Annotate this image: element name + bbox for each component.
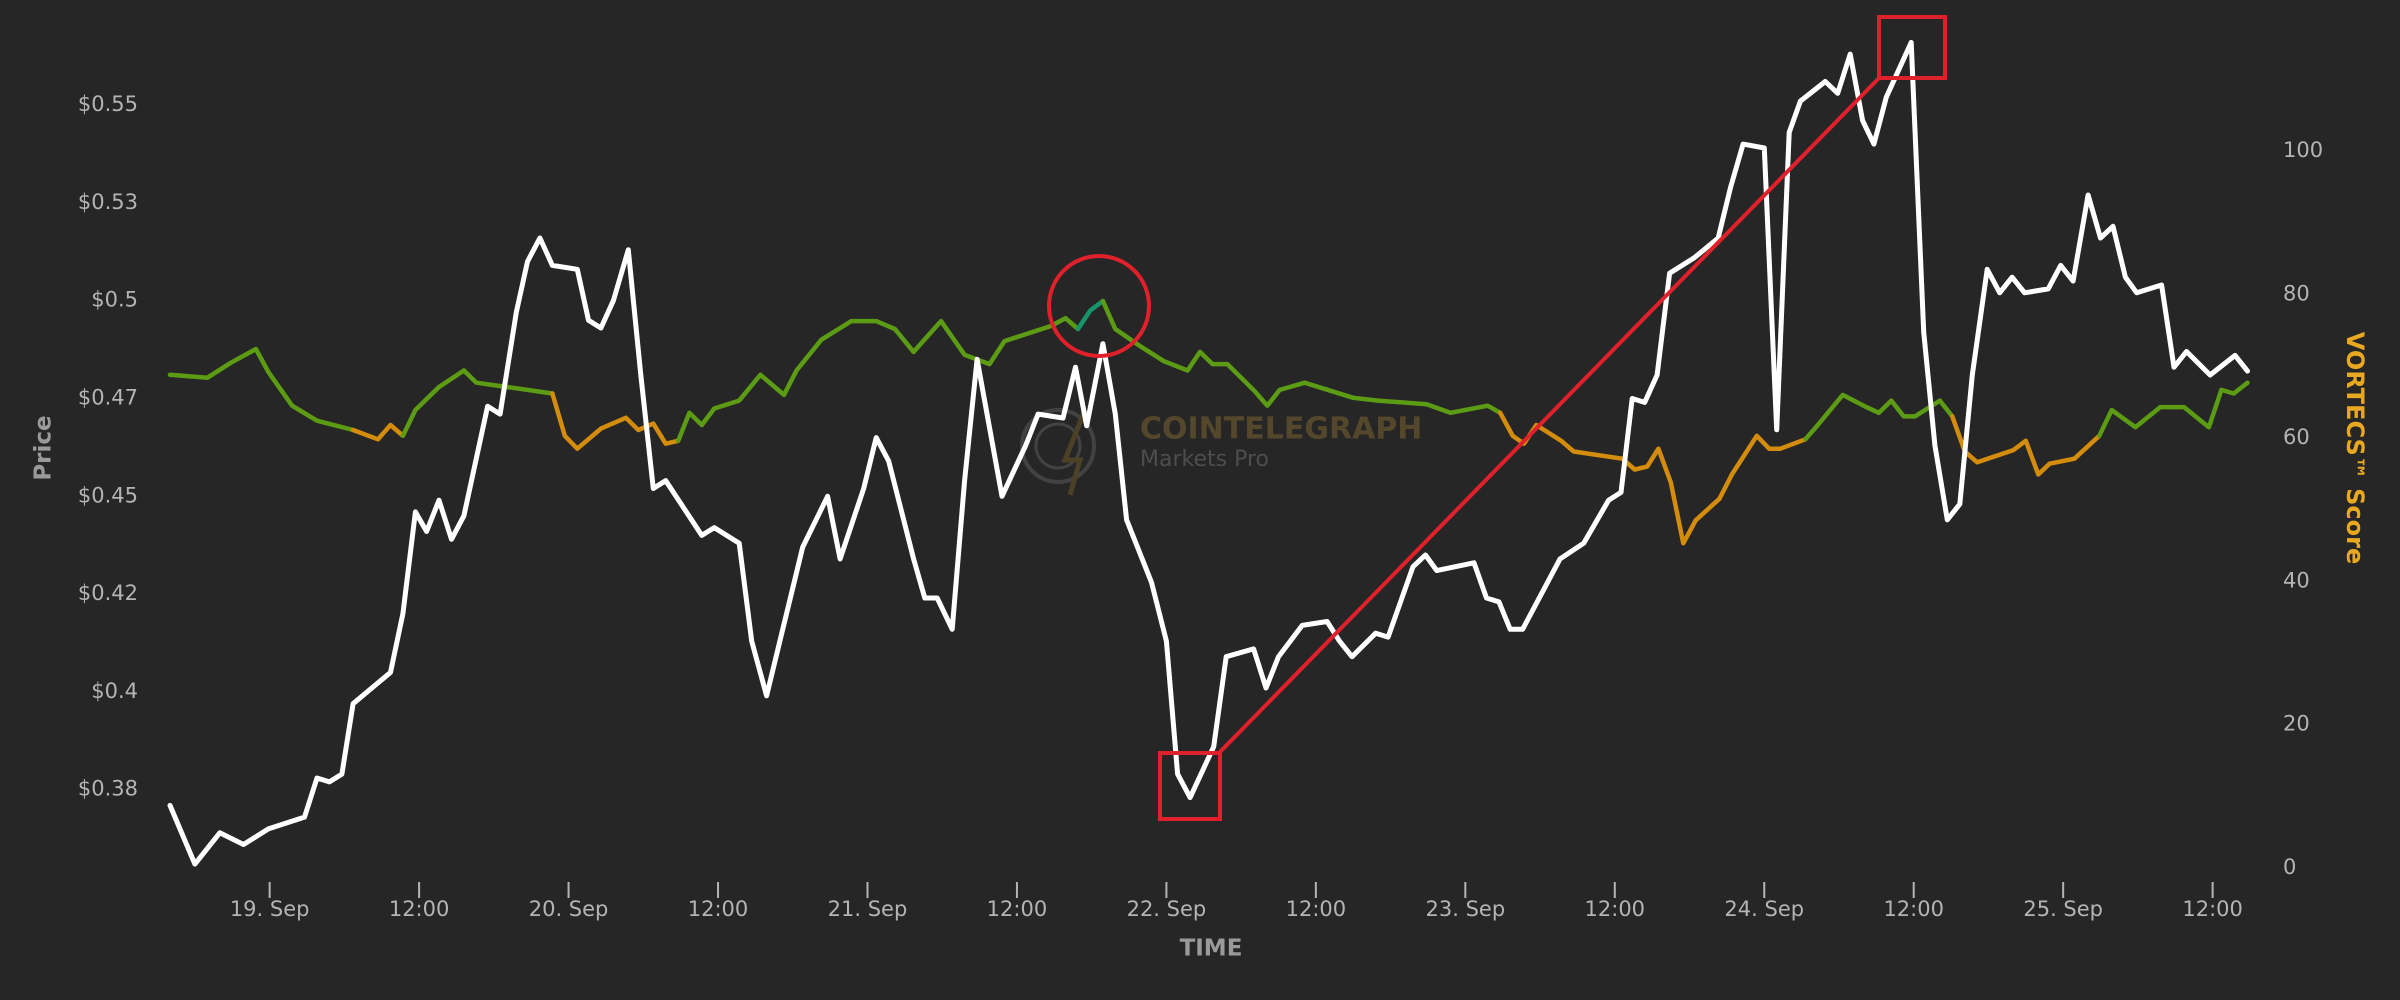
- x-tick-label: 12:00: [1883, 897, 1944, 921]
- watermark-icon: [1020, 408, 1096, 484]
- watermark-icon: [1061, 409, 1088, 496]
- y-tick-label: $0.53: [78, 190, 138, 214]
- x-tick-label: 20. Sep: [529, 897, 609, 921]
- score-line: [1075, 298, 1106, 332]
- score-line: [675, 315, 1081, 444]
- y2-tick-label: 100: [2283, 138, 2323, 162]
- x-tick-label: 12:00: [688, 897, 749, 921]
- x-tick-label: 12:00: [1585, 897, 1646, 921]
- x-axis-title: TIME: [1180, 936, 1243, 962]
- watermark-title: COINTELEGRAPH: [1140, 412, 1422, 447]
- score-line: [1497, 410, 1808, 546]
- y-tick-label: $0.45: [78, 483, 138, 507]
- price-line: [167, 39, 2250, 867]
- y2-tick-label: 60: [2283, 425, 2310, 449]
- x-tick-label: 22. Sep: [1127, 897, 1207, 921]
- annotation-box: [1158, 751, 1222, 821]
- y2-axis-title: VORTECS™ Score: [2341, 332, 2369, 565]
- x-tick-label: 21. Sep: [828, 897, 908, 921]
- watermark-subtitle: Markets Pro: [1140, 447, 1269, 472]
- x-tick-label: 23. Sep: [1426, 897, 1506, 921]
- x-tick-label: 12:00: [987, 897, 1048, 921]
- score-line: [550, 391, 681, 451]
- y-tick-label: $0.47: [78, 385, 138, 409]
- x-tick-label: 12:00: [2182, 897, 2243, 921]
- annotation-box: [1877, 15, 1947, 80]
- watermark-icon: [1034, 422, 1082, 470]
- annotation-line: [1217, 76, 1881, 755]
- y2-tick-label: 20: [2283, 712, 2310, 736]
- watermark: COINTELEGRAPH Markets Pro: [1020, 408, 1422, 496]
- score-line: [1950, 414, 2102, 477]
- y2-tick-label: 40: [2283, 568, 2310, 592]
- x-tick-label: 12:00: [1286, 897, 1347, 921]
- y-axis-title: Price: [31, 415, 57, 480]
- plot-area: $0.38 $0.4 $0.42 $0.45 $0.47 $0.5 $0.53 $0.55 0 2…: [78, 39, 2323, 921]
- score-line: [1100, 298, 1503, 416]
- score-line: [400, 368, 555, 439]
- x-tick-label: 12:00: [389, 897, 450, 921]
- y-tick-label: $0.38: [78, 777, 138, 801]
- y-tick-label: $0.42: [78, 581, 138, 605]
- y-tick-label: $0.4: [91, 679, 138, 703]
- y-tick-label: $0.55: [78, 92, 138, 116]
- x-tick-label: 19. Sep: [230, 897, 310, 921]
- x-tick-label: 24. Sep: [1724, 897, 1804, 921]
- x-tick-label: 25. Sep: [2023, 897, 2103, 921]
- score-line: [2097, 380, 2250, 439]
- annotations: [1047, 15, 1947, 821]
- score-line: [350, 422, 406, 442]
- score-line: [1803, 392, 1955, 442]
- y-tick-label: $0.5: [91, 288, 138, 312]
- y2-tick-label: 80: [2283, 282, 2310, 306]
- score-line: [167, 346, 356, 433]
- annotation-circle: [1047, 254, 1151, 358]
- y2-tick-label: 0: [2283, 855, 2296, 879]
